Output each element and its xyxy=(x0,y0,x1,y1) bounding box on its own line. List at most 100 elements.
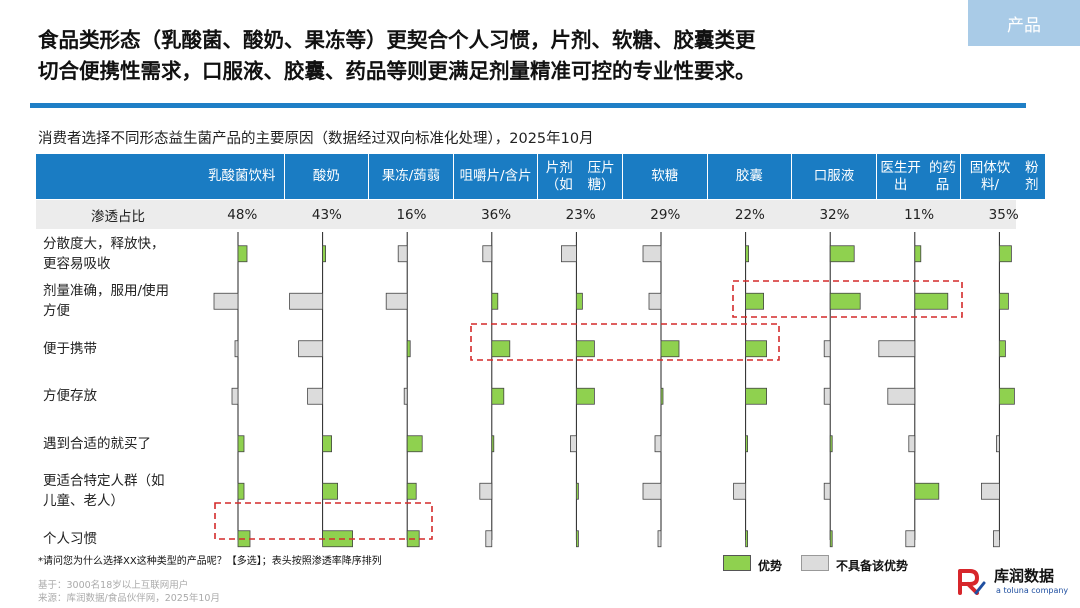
bar-r0-c3 xyxy=(482,245,493,263)
highlight-box-2 xyxy=(214,502,433,540)
bar-r6-c7 xyxy=(829,530,833,548)
bar-r4-c0 xyxy=(237,435,245,453)
penetration-value-9: 35% xyxy=(988,206,1019,223)
column-header-3: 咀嚼片/含片 xyxy=(453,154,539,199)
title-line-2: 切合便携性需求，口服液、胶囊、药品等则更满足剂量精准可控的专业性要求。 xyxy=(38,59,756,83)
footer-base: 基于：3000名18岁以上互联网用户 xyxy=(38,580,189,591)
footer-source: 来源：库润数据/食品伙伴网，2025年10月 xyxy=(38,593,220,604)
bar-r6-c3 xyxy=(485,530,493,548)
bar-r6-c6 xyxy=(745,530,748,548)
penetration-value-6: 22% xyxy=(734,206,765,223)
bar-r0-c2 xyxy=(397,245,408,263)
penetration-label: 渗透占比 xyxy=(91,208,145,225)
bar-r0-c5 xyxy=(642,245,662,263)
bar-r1-c6 xyxy=(745,292,764,310)
bar-r4-c5 xyxy=(654,435,662,453)
highlight-box-1 xyxy=(470,323,780,361)
bar-r0-c7 xyxy=(829,245,855,263)
bar-r2-c8 xyxy=(878,340,916,358)
bar-r2-c3 xyxy=(491,340,511,358)
column-header-4: 片剂（如 压片糖） xyxy=(538,154,623,199)
bar-r3-c6 xyxy=(745,387,767,405)
bar-r6-c9 xyxy=(993,530,1000,548)
title-divider xyxy=(30,103,1026,108)
bar-r1-c3 xyxy=(491,292,499,310)
bar-r6-c4 xyxy=(576,530,579,548)
column-header-8: 医生开出 的药品 xyxy=(876,154,962,199)
penetration-value-4: 23% xyxy=(565,206,596,223)
reason-label-5: 更适合特定人群（如 儿童、老人） xyxy=(43,473,165,510)
bar-r4-c6 xyxy=(745,435,748,453)
category-tag: 产品 xyxy=(968,0,1080,46)
penetration-value-8: 11% xyxy=(904,206,935,223)
kurun-logo-icon xyxy=(958,569,986,595)
bar-r4-c8 xyxy=(908,435,916,453)
bar-r0-c8 xyxy=(914,245,922,263)
bar-r5-c8 xyxy=(914,482,940,500)
column-header-7: 口服液 xyxy=(792,154,877,199)
bar-r5-c7 xyxy=(823,482,831,500)
bar-r3-c3 xyxy=(491,387,505,405)
bar-r2-c7 xyxy=(823,340,831,358)
column-header-5: 软糖 xyxy=(623,154,708,199)
column-header-2: 果冻/蒟蒻 xyxy=(369,154,454,199)
bar-r3-c9 xyxy=(999,387,1015,405)
column-header-9: 固体饮料/粉剂 xyxy=(961,154,1046,199)
penetration-value-5: 29% xyxy=(650,206,681,223)
bar-r3-c1 xyxy=(307,387,324,405)
bar-r0-c6 xyxy=(745,245,749,263)
bar-r5-c3 xyxy=(479,482,493,500)
bar-r4-c4 xyxy=(570,435,577,453)
logo-subtitle: a toluna company xyxy=(996,586,1069,595)
penetration-value-3: 36% xyxy=(481,206,512,223)
footnote: *请问您为什么选择XX这种类型的产品呢？【多选】；表头按照渗透率降序排列 xyxy=(38,556,382,567)
bar-r3-c5 xyxy=(660,387,664,405)
reason-label-1: 剂量准确，服用/使用 方便 xyxy=(43,283,170,320)
bar-r6-c1 xyxy=(322,530,354,548)
column-header-0: 乳酸菌饮料 xyxy=(200,154,285,199)
penetration-value-2: 16% xyxy=(396,206,427,223)
logo-name: 库润数据 xyxy=(994,567,1055,585)
bar-r1-c5 xyxy=(648,292,662,310)
header-blank-cell xyxy=(36,154,200,199)
penetration-value-1: 43% xyxy=(311,206,342,223)
bar-r2-c0 xyxy=(234,340,239,358)
bar-r2-c5 xyxy=(660,340,680,358)
penetration-row xyxy=(36,200,1016,229)
bar-r3-c2 xyxy=(403,387,408,405)
bar-r6-c5 xyxy=(657,530,662,548)
title-line-1: 食品类形态（乳酸菌、酸奶、果冻等）更契合个人习惯，片剂、软糖、胶囊类更 xyxy=(38,28,756,52)
bar-r4-c3 xyxy=(491,435,495,453)
chart-title: 消费者选择不同形态益生菌产品的主要原因（数据经过双向标准化处理），2025年10… xyxy=(38,131,594,147)
column-header-6: 胶囊 xyxy=(707,154,793,199)
bar-r2-c6 xyxy=(745,340,767,358)
bar-r4-c7 xyxy=(829,435,833,453)
reason-label-3: 方便存放 xyxy=(43,388,97,405)
legend-label-advantage: 优势 xyxy=(758,559,783,573)
bar-r6-c8 xyxy=(905,530,916,548)
bar-r0-c0 xyxy=(237,245,248,263)
bar-r2-c4 xyxy=(576,340,595,358)
legend-label-no-advantage: 不具备该优势 xyxy=(836,559,909,573)
bar-r1-c7 xyxy=(829,292,861,310)
bar-r5-c2 xyxy=(406,482,417,500)
bar-r0-c9 xyxy=(999,245,1012,263)
highlight-box-0 xyxy=(732,280,963,318)
bar-r1-c9 xyxy=(999,292,1009,310)
bar-r5-c9 xyxy=(981,482,1000,500)
reason-label-6: 个人习惯 xyxy=(43,530,97,547)
bar-r3-c0 xyxy=(231,387,239,405)
bar-r1-c0 xyxy=(213,292,239,310)
bar-r3-c4 xyxy=(576,387,595,405)
bar-r5-c5 xyxy=(642,482,662,500)
bar-r1-c2 xyxy=(385,292,408,310)
legend-swatch-advantage xyxy=(723,555,751,571)
bar-r1-c4 xyxy=(576,292,583,310)
bar-r4-c1 xyxy=(322,435,333,453)
bar-r2-c2 xyxy=(406,340,411,358)
bar-r1-c8 xyxy=(914,292,949,310)
bar-r5-c4 xyxy=(576,482,579,500)
bar-r5-c6 xyxy=(733,482,746,500)
bar-r0-c4 xyxy=(561,245,577,263)
